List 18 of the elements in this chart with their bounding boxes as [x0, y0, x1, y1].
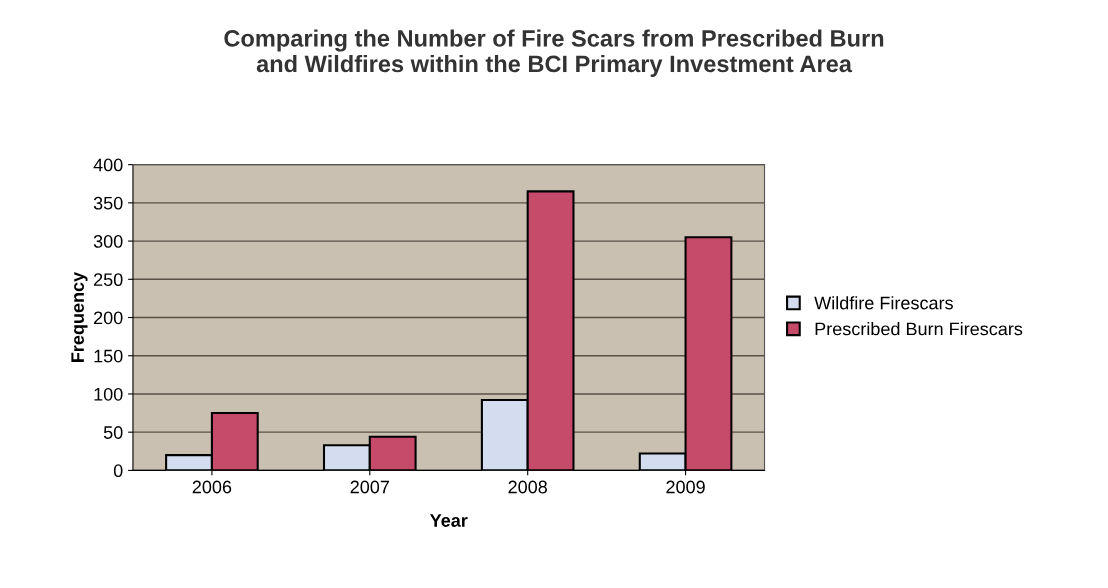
- y-tick-label: 250: [94, 273, 123, 287]
- y-tick-label: 150: [94, 349, 123, 363]
- legend-label: Prescribed Burn Firescars: [815, 322, 1023, 336]
- y-tick-label: 300: [93, 235, 123, 248]
- x-tick-label: 2006: [192, 480, 232, 494]
- x-axis-title: Year: [429, 514, 468, 527]
- legend-label: Wildfire Firescars: [814, 296, 953, 310]
- y-tick-label: 350: [93, 196, 123, 210]
- y-axis-title: Frequency: [71, 271, 88, 362]
- y-tick-label: 50: [103, 426, 123, 439]
- y-tick-label: 200: [94, 311, 123, 325]
- x-tick-label: 2007: [350, 480, 389, 494]
- y-tick-label: 0: [113, 464, 123, 478]
- y-tick-label: 400: [93, 158, 123, 172]
- y-tick-label: 100: [94, 387, 123, 401]
- x-tick-label: 2008: [508, 480, 547, 494]
- chart-title: Comparing the Number of Fire Scars from Prescribed Burn and Wildfires within the BCI Primary Investment Area: [224, 29, 884, 77]
- x-tick-label: 2009: [666, 480, 705, 494]
